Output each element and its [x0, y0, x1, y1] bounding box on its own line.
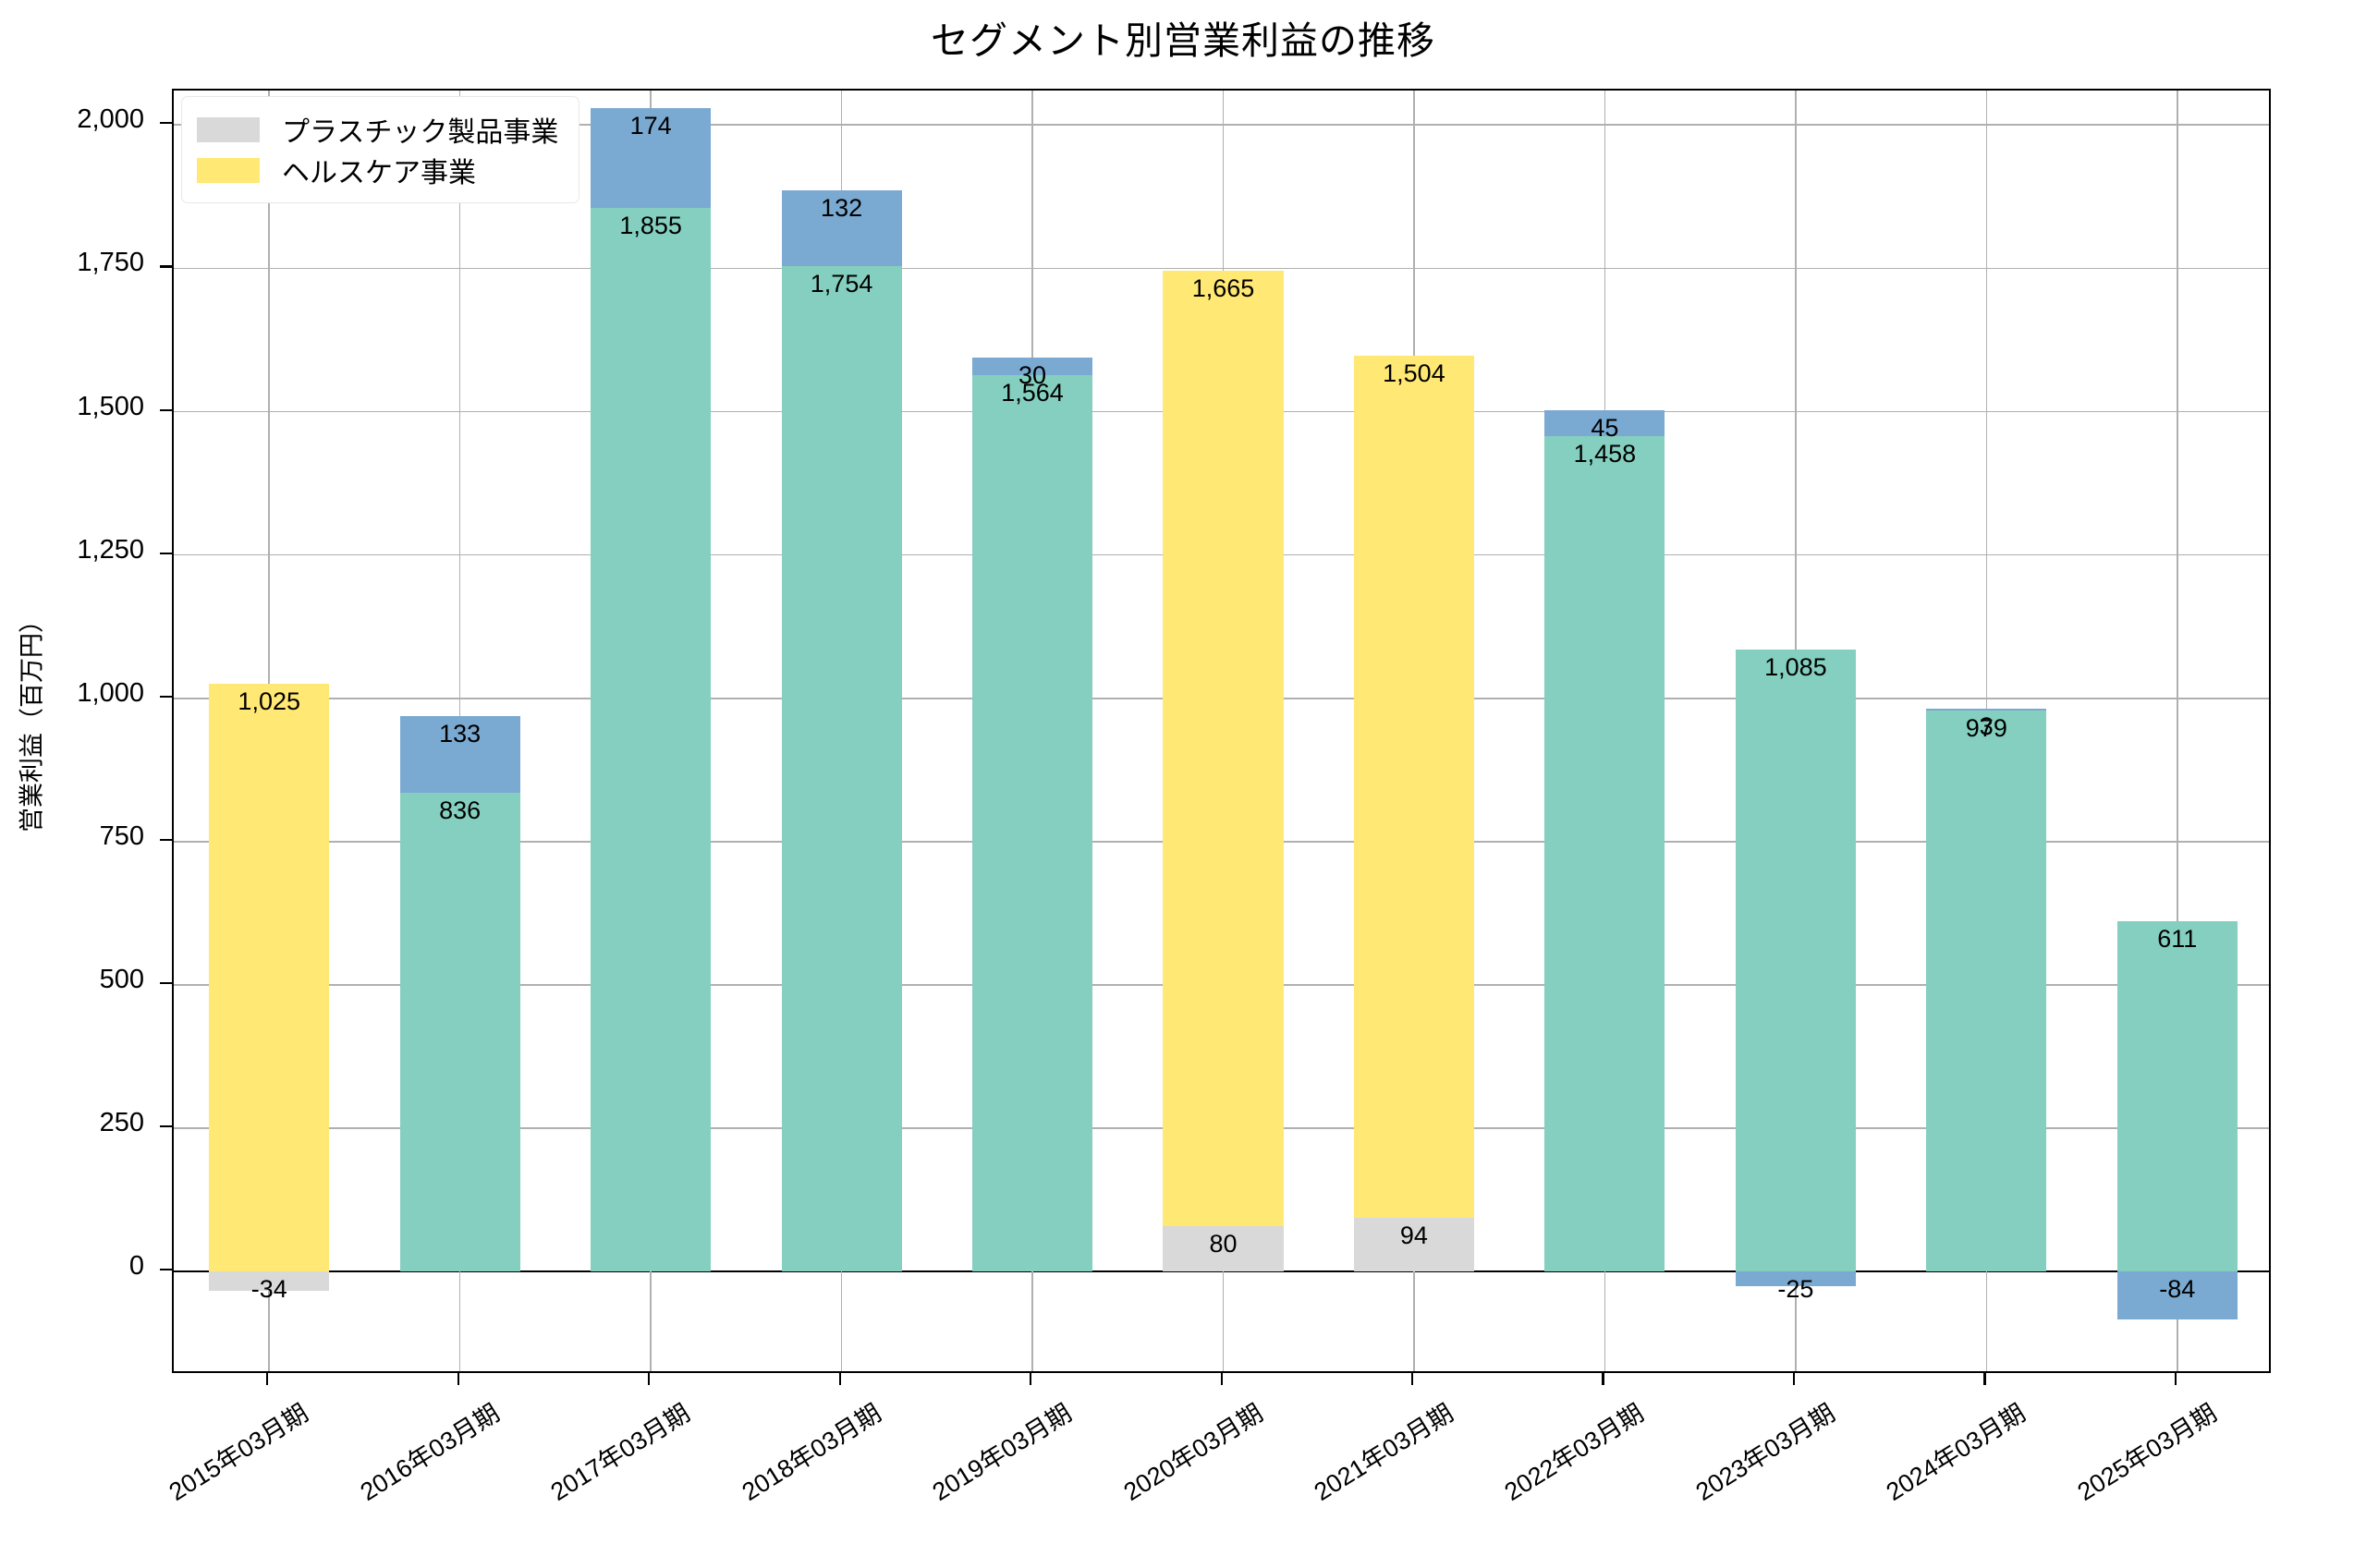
bar-group[interactable]: 94 1,504 [1353, 91, 1474, 1371]
bar-segment[interactable] [972, 358, 1093, 375]
x-axis-tick-mark [266, 1373, 269, 1385]
bar-segment[interactable] [1926, 710, 2047, 1272]
legend-swatch-icon [197, 116, 260, 142]
y-axis-tick-mark [160, 982, 172, 985]
legend-swatch-icon [197, 157, 260, 183]
y-axis-tick-label: 750 [99, 820, 144, 851]
bar-segment[interactable] [1163, 271, 1284, 1226]
y-axis-tick-mark [160, 838, 172, 842]
y-axis-tick-mark [160, 265, 172, 268]
legend-item-label: ヘルスケア事業 [282, 158, 476, 188]
bar-segment[interactable] [209, 684, 330, 1272]
x-axis-tick-mark [648, 1373, 651, 1385]
y-axis-tick-mark [160, 552, 172, 554]
x-axis-tick-label: 2022年03月期 [1500, 1398, 1650, 1507]
x-axis-tick-label: 2025年03月期 [2072, 1398, 2222, 1507]
x-axis-tick-mark [1792, 1373, 1796, 1385]
plot-area: 1,025 -34 836 133 1,855 174 1,754 132 1,564 30 80 1… [172, 89, 2271, 1373]
bar-group[interactable]: 1,754 132 [781, 91, 902, 1371]
legend-item[interactable]: ヘルスケア事業 [197, 150, 558, 190]
y-axis-tick-label: 2,000 [77, 104, 144, 135]
bar-segment[interactable] [781, 265, 902, 1272]
y-axis-tick-mark [160, 1125, 172, 1128]
x-axis-tick-mark [2174, 1373, 2177, 1385]
bar-segment[interactable] [209, 1271, 330, 1292]
bar-group[interactable]: 611 -84 [2116, 91, 2238, 1371]
legend-item[interactable]: プラスチック製品事業 [197, 109, 558, 150]
y-axis-tick-label: 1,250 [77, 534, 144, 565]
bar-segment[interactable] [1926, 708, 2047, 711]
y-axis-tick-mark [160, 408, 172, 411]
gridline-horizontal [174, 267, 2269, 270]
x-axis-tick-label: 2021年03月期 [1309, 1398, 1458, 1507]
x-axis-tick-label: 2023年03月期 [1690, 1398, 1840, 1507]
bar-segment[interactable] [1353, 355, 1474, 1218]
x-axis-tick-mark [1602, 1373, 1604, 1385]
bar-group[interactable]: 80 1,665 [1163, 91, 1284, 1371]
zero-baseline [174, 1270, 2269, 1273]
x-axis-tick-mark [1030, 1373, 1032, 1385]
x-axis-tick-mark [838, 1373, 841, 1385]
chart-legend: プラスチック製品事業 ヘルスケア事業 [181, 96, 580, 203]
y-axis-tick-label: 500 [99, 965, 144, 995]
bar-segment[interactable] [2116, 921, 2238, 1272]
x-axis-tick-label: 2016年03月期 [355, 1398, 505, 1507]
x-axis-tick-label: 2015年03月期 [164, 1398, 313, 1507]
bar-segment[interactable] [1163, 1225, 1284, 1272]
bar-group[interactable]: 1,564 30 [972, 91, 1093, 1371]
bar-segment[interactable] [399, 792, 520, 1272]
bar-group[interactable]: 836 133 [399, 91, 520, 1371]
bar-segment[interactable] [1353, 1217, 1474, 1272]
x-axis-tick-mark [1410, 1373, 1414, 1385]
bar-segment[interactable] [591, 208, 712, 1272]
x-axis-tick-label: 2024年03月期 [1881, 1398, 2031, 1507]
x-axis-tick-label: 2020年03月期 [1118, 1398, 1268, 1507]
bar-segment[interactable] [1544, 435, 1665, 1272]
gridline-horizontal [174, 124, 2269, 127]
y-axis-tick-label: 1,000 [77, 677, 144, 708]
bar-segment[interactable] [781, 189, 902, 266]
page-title: セグメント別営業利益の推移 [931, 19, 1435, 62]
bar-group[interactable]: 1,855 174 [591, 91, 712, 1371]
y-axis-tick-label: 1,750 [77, 248, 144, 278]
bar-segment[interactable] [972, 374, 1093, 1272]
x-axis-tick-mark [1983, 1373, 1986, 1385]
bar-group[interactable]: 979 3 [1926, 91, 2047, 1371]
gridline-vertical [2176, 91, 2178, 1371]
bar-segment[interactable] [1735, 1271, 1856, 1286]
x-axis-tick-label: 2017年03月期 [545, 1398, 695, 1507]
x-axis-tick-label: 2019年03月期 [927, 1398, 1077, 1507]
bar-group[interactable]: 1,085 -25 [1735, 91, 1856, 1371]
bar-segment[interactable] [2116, 1271, 2238, 1320]
x-axis-tick-label: 2018年03月期 [737, 1398, 886, 1507]
bar-segment[interactable] [591, 108, 712, 209]
legend-item-label: プラスチック製品事業 [282, 117, 559, 148]
y-axis-tick-label: 0 [128, 1251, 144, 1282]
bar-segment[interactable] [1735, 650, 1856, 1272]
y-axis-tick-mark [160, 122, 172, 125]
y-axis-tick-mark [160, 1269, 172, 1271]
bar-group[interactable]: 1,025 -34 [209, 91, 330, 1371]
y-axis-tick-mark [160, 695, 172, 698]
x-axis-tick-mark [457, 1373, 459, 1385]
bar-segment[interactable] [1544, 409, 1665, 436]
y-axis-tick-label: 1,500 [77, 391, 144, 421]
bar-segment[interactable] [399, 716, 520, 793]
y-axis-tick-label: 250 [99, 1108, 144, 1138]
bar-group[interactable]: 1,458 45 [1544, 91, 1665, 1371]
x-axis-tick-mark [1220, 1373, 1223, 1385]
